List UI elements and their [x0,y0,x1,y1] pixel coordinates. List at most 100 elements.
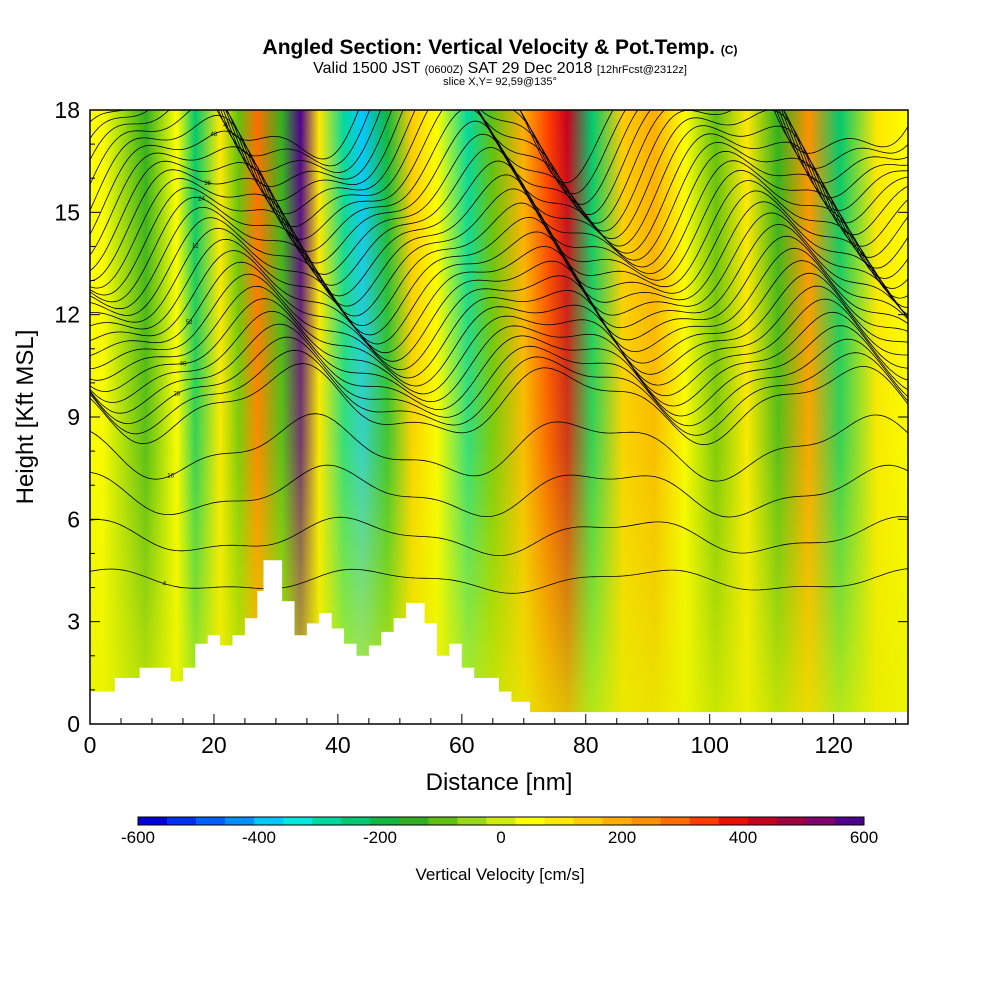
slice-info: slice X,Y= 92,59@135° [443,76,557,88]
isentrope-line [90,310,908,407]
isentrope-line [90,568,908,594]
isentrope-line [90,110,908,224]
colorbar-label: Vertical Velocity [cm/s] [415,865,584,884]
x-tick-label: 40 [325,732,351,758]
x-tick-label: 60 [449,732,475,758]
x-axis: 0 20 40 60 80 100 120 [84,714,897,758]
colorbar-swatch [834,817,865,825]
colorbar-swatch [747,817,778,825]
x-tick-label: 120 [814,732,852,758]
isentrope-label: 12 [192,243,199,249]
y-tick-label: 0 [67,711,80,737]
colorbar-swatch [341,817,371,825]
colorbar-swatch [515,817,545,825]
colorbar-frame [137,816,865,826]
colorbar-swatch [225,817,255,825]
isentrope-line [216,110,908,184]
colorbar-tick-label: 600 [850,828,878,847]
isentrope-line [90,272,908,379]
colorbar-tick-label: 0 [496,828,505,847]
x-tick-label: 80 [573,732,599,758]
colorbar-swatch [602,817,632,825]
colorbar-swatch [312,817,342,825]
isentrope-line [90,174,908,308]
isentrope-line [90,260,908,371]
colorbar-tick-label: 400 [729,828,757,847]
colorbar-swatch [776,817,807,825]
valid-prefix: Valid 1500 JST [313,60,421,77]
forecast-info: [12hrFcst@2312z] [596,64,687,76]
isentrope-line [90,110,908,232]
contour-labels: 4 16 28 40 52 12 24 36 48 8 20 [163,96,231,588]
y-tick-label: 6 [67,506,80,532]
y-tick-label: 12 [54,302,80,328]
isentrope-line [90,349,908,436]
colorbar-swatch [428,817,458,825]
isentrope-line [90,235,908,354]
isentrope-label: 16 [167,474,174,480]
x-tick-label: 100 [691,732,729,758]
y-axis-label: Height [Kft MSL] [12,330,39,505]
colorbar-swatch [544,817,574,825]
colorbar-swatch [689,817,720,825]
valid-date: SAT 29 Dec 2018 [467,60,593,77]
title-text: Angled Section: Vertical Velocity & Pot.… [262,36,715,59]
colorbar-tick-label: -200 [363,828,397,847]
title-tag: (C) [720,43,738,57]
colorbar-swatch [399,817,429,825]
isentrope-line [90,147,908,289]
colorbar-swatch [167,817,197,825]
isentrope-label: 48 [211,132,218,138]
isentrope-line [90,516,908,557]
y-tick-label: 9 [67,404,80,430]
isentrope-line [90,464,908,518]
isentrope-label: 52 [186,320,193,326]
isentrope-label: 40 [180,362,187,368]
isentrope-label: 8 [218,96,222,102]
isentrope-line [217,110,908,195]
isentrope-line [90,110,908,205]
colorbar-swatch [486,817,516,825]
chart-subtitle: Valid 1500 JST (0600Z) SAT 29 Dec 2018 [… [0,60,1000,78]
isentrope-label: 28 [173,392,180,398]
isentrope-line [90,212,908,336]
x-axis-label: Distance [nm] [426,769,573,796]
colorbar: -600 -400 -200 0 200 400 600 [121,816,878,847]
isentrope-line [90,188,908,317]
colorbar-tick-label: 200 [608,828,636,847]
isentrope-line [90,201,908,327]
colorbar-swatch [457,817,487,825]
colorbar-tick-label: -400 [242,828,276,847]
plot-area: 4 16 28 40 52 12 24 36 48 8 20 [90,96,908,724]
isentrope-line [90,223,908,345]
colorbar-swatch [283,817,313,825]
isentrope-line [90,160,908,299]
isentrope-label: 20 [223,122,230,128]
isentrope-line [90,285,908,387]
isentrope-label: 4 [163,582,167,588]
colorbar-swatch [254,817,284,825]
isentrope-line [90,110,908,258]
isentrope-label: 24 [198,196,205,202]
x-tick-label: 0 [84,732,97,758]
chart-title: Angled Section: Vertical Velocity & Pot.… [0,36,1000,60]
colorbar-tick-label: -600 [121,828,155,847]
isentrope-line [90,110,908,216]
isentrope-line [90,363,908,446]
x-tick-label: 20 [201,732,227,758]
lower-level-fade [90,110,908,724]
colorbar-swatch [805,817,836,825]
isentrope-line [90,336,908,427]
y-tick-label: 3 [67,609,80,635]
colorbar-swatch [138,817,168,825]
isentrope-line [90,298,908,397]
colorbar-swatch [660,817,691,825]
y-tick-label: 18 [54,97,80,123]
colorbar-swatch [718,817,749,825]
colorbar-swatch [370,817,400,825]
isentrope-line [90,413,908,482]
isentrope-line [90,247,908,362]
valid-utc: (0600Z) [424,64,464,76]
